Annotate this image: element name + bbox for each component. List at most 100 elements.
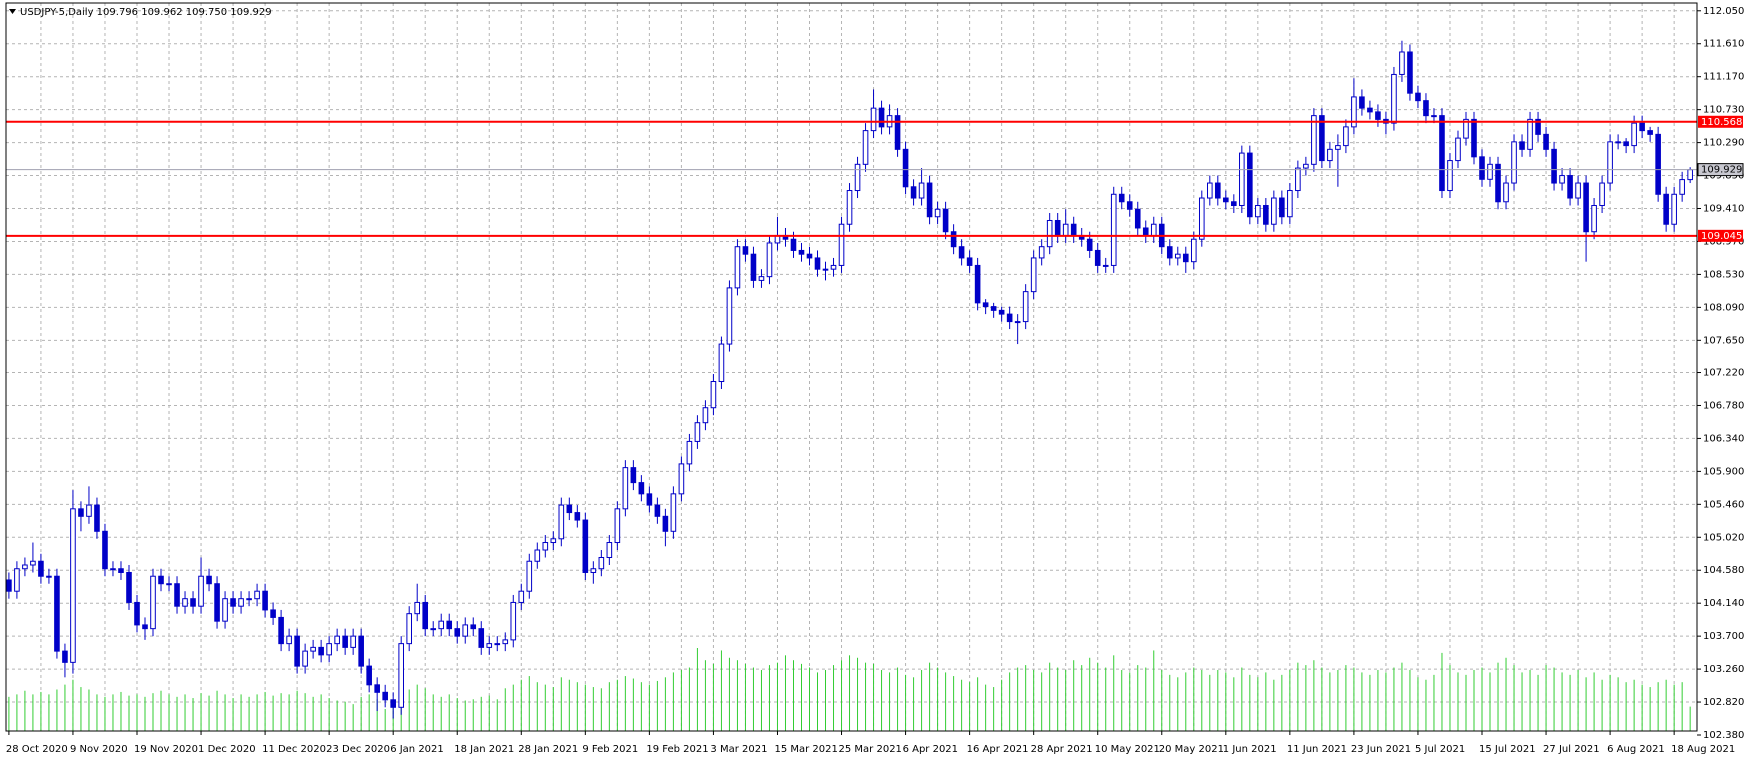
- candle-body: [78, 508, 84, 517]
- bid-label: 109.929: [1701, 165, 1742, 176]
- candle-body: [998, 309, 1005, 315]
- x-tick-label: 19 Nov 2020: [134, 744, 198, 755]
- candle-body: [862, 130, 869, 165]
- candle-body: [1174, 253, 1181, 259]
- candle-body: [1615, 141, 1621, 144]
- candle-body: [990, 306, 997, 311]
- bid-label-box: [1697, 163, 1744, 177]
- candle-body: [670, 493, 677, 532]
- candle-body: [222, 598, 228, 622]
- candle-body: [1471, 118, 1477, 158]
- candle-body: [1623, 141, 1629, 147]
- candle-body: [854, 163, 861, 192]
- y-tick-label: 104.580: [1703, 565, 1744, 576]
- candle-body: [414, 601, 421, 615]
- candle-body: [742, 246, 749, 255]
- candle-body: [502, 639, 509, 645]
- candle-body: [1215, 182, 1221, 199]
- plot-border: [5, 2, 1698, 732]
- candle-body: [6, 579, 12, 592]
- candle-body: [1415, 92, 1421, 102]
- candle-body: [1503, 182, 1509, 203]
- candle-body: [1679, 179, 1685, 195]
- candle-body: [814, 257, 821, 270]
- candle-body: [950, 231, 957, 248]
- candle-body: [1343, 126, 1349, 147]
- level-label-box: [1698, 229, 1743, 242]
- candle-body: [1070, 223, 1077, 236]
- candle-body: [1479, 156, 1485, 180]
- menu-arrow[interactable]: [9, 9, 16, 14]
- level-label: 109.045: [1701, 231, 1742, 242]
- x-tick-label: 18 Aug 2021: [1671, 744, 1735, 755]
- y-tick-label: 105.900: [1703, 466, 1744, 477]
- candle-body: [1511, 141, 1517, 184]
- y-tick-label: 111.610: [1703, 39, 1744, 50]
- y-tick-label: 108.090: [1703, 302, 1744, 313]
- candle-body: [1054, 219, 1061, 236]
- candle-body: [534, 549, 541, 562]
- candle-body: [638, 482, 645, 495]
- candle-body: [1038, 246, 1045, 259]
- candle-body: [1527, 118, 1533, 150]
- candle-body: [910, 186, 917, 199]
- candle-body: [286, 635, 292, 645]
- candle-body: [1118, 193, 1125, 203]
- y-tick-label: 108.530: [1703, 269, 1744, 280]
- volume-layer: [8, 648, 1691, 731]
- candle-body: [1375, 111, 1381, 120]
- candle-body: [382, 691, 388, 701]
- candle-body: [966, 257, 973, 266]
- candle-body: [550, 538, 557, 544]
- candle-body: [958, 246, 965, 259]
- candle-body: [942, 208, 949, 233]
- candle-body: [1455, 137, 1461, 162]
- candle-body: [926, 182, 933, 218]
- candle-body: [1247, 152, 1253, 218]
- candle-body: [542, 542, 549, 551]
- candle-body: [190, 598, 196, 607]
- x-tick-label: 9 Nov 2020: [70, 744, 128, 755]
- candle-body: [1231, 201, 1237, 207]
- candle-body: [342, 635, 348, 648]
- candle-body: [1198, 197, 1205, 240]
- candle-body: [1519, 141, 1525, 150]
- candle-body: [622, 467, 629, 510]
- y-tick-label: 105.460: [1703, 499, 1744, 510]
- candle-body: [1223, 197, 1229, 203]
- candle-body: [158, 575, 164, 585]
- candle-body: [390, 699, 396, 708]
- candle-body: [590, 568, 597, 573]
- candle-body: [1182, 253, 1189, 263]
- y-tick-label: 111.170: [1703, 72, 1744, 83]
- candle-body: [710, 381, 717, 409]
- candle-body: [334, 635, 340, 645]
- level-label: 110.568: [1701, 117, 1742, 128]
- candle-body: [1583, 182, 1589, 233]
- candle-body: [558, 504, 565, 540]
- candle-body: [614, 508, 621, 544]
- candle-body: [806, 253, 813, 259]
- candle-body: [518, 590, 525, 603]
- candle-body: [110, 568, 116, 571]
- candle-body: [430, 628, 437, 631]
- candle-body: [1279, 197, 1285, 218]
- candle-body: [1062, 223, 1069, 236]
- candle-body: [486, 643, 493, 648]
- candle-body: [270, 609, 276, 618]
- candle-body: [726, 287, 733, 345]
- candle-body: [374, 684, 380, 693]
- candle-body: [1407, 51, 1413, 94]
- candle-body: [22, 564, 28, 570]
- candle-body: [838, 223, 845, 266]
- candle-body: [790, 238, 797, 251]
- candle-body: [406, 613, 412, 645]
- candle-body: [1423, 100, 1429, 117]
- candle-layer: [6, 40, 1693, 719]
- candle-body: [1559, 175, 1565, 184]
- y-tick-label: 102.380: [1703, 730, 1744, 741]
- candle-body: [526, 560, 533, 592]
- x-tick-label: 28 Jan 2021: [518, 744, 578, 755]
- candle-body: [1102, 264, 1109, 267]
